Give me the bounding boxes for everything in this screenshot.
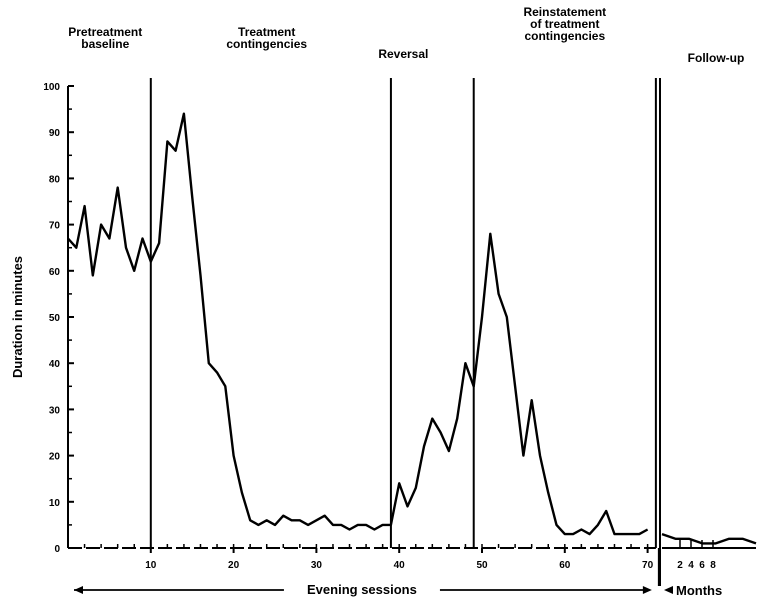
y-tick-label: 20	[49, 452, 61, 463]
axes: 0 10 20 30 40 50 60 70 80 90 100 10 20 30 40 50 60 70 2 4 6 8…	[10, 82, 756, 571]
y-tick-label: 100	[43, 82, 60, 93]
sessions-arrow-head-left	[74, 586, 83, 594]
y-tick-label: 70	[49, 221, 61, 232]
y-tick-label: 80	[49, 174, 61, 185]
y-tick-label: 60	[49, 267, 61, 278]
x-tick-label: 50	[476, 560, 488, 571]
phase-label: Follow-up	[688, 51, 745, 65]
phase-label: baseline	[81, 37, 129, 51]
followup-axis-title: Months	[676, 583, 722, 598]
x-tick-label: 30	[311, 560, 323, 571]
y-tick-label: 0	[54, 544, 60, 555]
y-tick-label: 40	[49, 359, 61, 370]
followup-tick-label: 6	[699, 560, 705, 571]
series	[67, 112, 757, 545]
followup-tick-label: 2	[677, 560, 683, 571]
phase-label: contingencies	[524, 29, 605, 43]
bottom-labels: Evening sessions Months	[74, 581, 722, 599]
x-tick-label: 20	[228, 560, 240, 571]
y-tick-label: 90	[49, 128, 61, 139]
sessions-label-bg	[283, 581, 440, 599]
phase-label: of treatment	[530, 17, 599, 31]
y-tick-label: 50	[49, 313, 61, 324]
phase-labels: PretreatmentbaselineTreatmentcontingenci…	[68, 5, 744, 65]
months-arrow-head	[664, 586, 673, 594]
x-tick-label: 40	[394, 560, 406, 571]
followup-series-line	[661, 532, 757, 545]
y-tick-label: 10	[49, 498, 61, 509]
series-line	[67, 112, 649, 536]
phase-label: Reversal	[378, 47, 428, 61]
phase-label: contingencies	[226, 37, 307, 51]
sessions-arrow-head-right	[642, 586, 652, 594]
phase-label: Pretreatment	[68, 25, 142, 39]
x-tick-label: 70	[642, 560, 654, 571]
followup-tick-label: 4	[688, 560, 694, 571]
y-axis-title: Duration in minutes	[10, 256, 25, 378]
x-tick-label: 60	[559, 560, 571, 571]
x-tick-label: 10	[145, 560, 157, 571]
phase-lines	[149, 78, 661, 586]
x-axis-title: Evening sessions	[307, 582, 417, 597]
phase-label: Treatment	[238, 25, 295, 39]
y-tick-label: 30	[49, 405, 61, 416]
phase-label: Reinstatement	[523, 5, 606, 19]
followup-tick-label: 8	[710, 560, 716, 571]
